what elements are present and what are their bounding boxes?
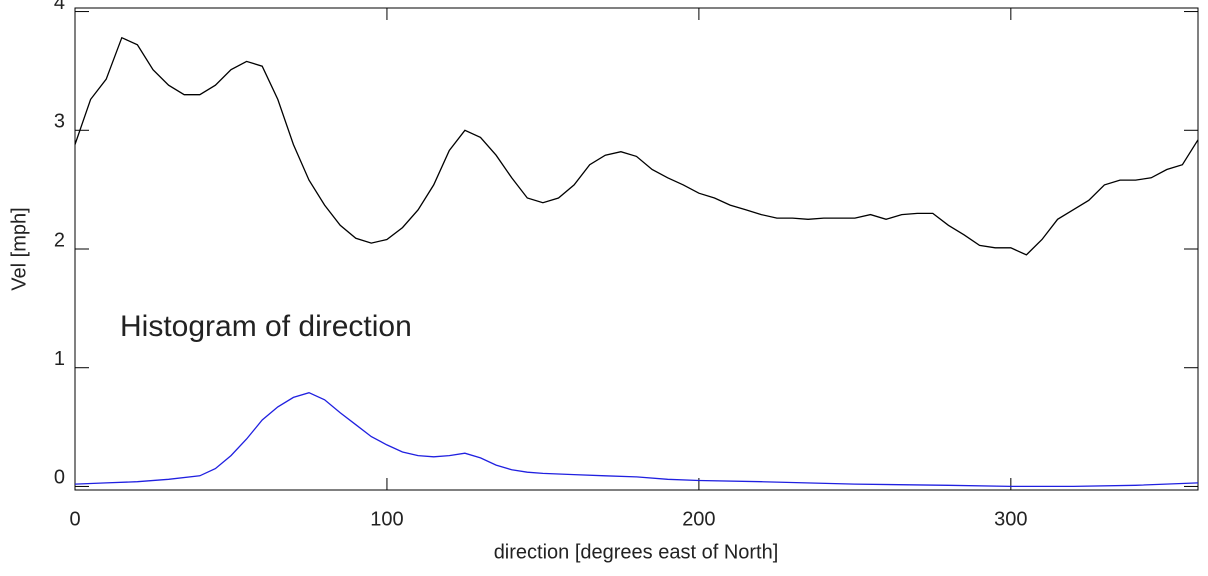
- x-tick-label: 200: [682, 508, 715, 530]
- x-axis-title: direction [degrees east of North]: [494, 541, 779, 563]
- x-tick-label: 300: [994, 508, 1027, 530]
- annotation: Histogram of direction: [120, 310, 412, 343]
- x-tick-label: 100: [370, 508, 403, 530]
- data-line: [74, 392, 1199, 488]
- y-tick-label: 0: [54, 467, 65, 489]
- y-tick-label: 1: [54, 348, 65, 370]
- y-axis-title: Vel [mph]: [8, 207, 30, 290]
- y-tick-label: 3: [54, 111, 65, 133]
- y-tick-label: 2: [54, 229, 65, 251]
- plot-frame: [74, 7, 1199, 491]
- x-tick-label: 0: [69, 508, 80, 530]
- data-line: [74, 36, 1199, 256]
- y-tick-label: 4: [54, 0, 65, 14]
